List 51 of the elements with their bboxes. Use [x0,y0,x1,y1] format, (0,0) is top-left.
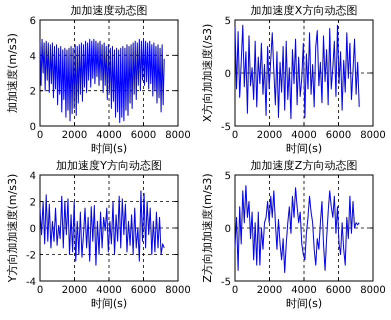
x-tick-label: 6000 [130,285,156,296]
chart-title: 加加速度动态图 [70,4,148,17]
x-axis-title: 时间(s) [286,142,322,155]
x-tick-label: 6000 [326,130,352,141]
x-tick-label: 8000 [165,285,191,296]
y-tick-label: -4 [26,277,36,288]
line-series [40,38,165,123]
x-tick-label: 4000 [291,285,317,296]
x-tick-label: 0 [36,285,44,296]
y-tick-label: -2 [26,250,36,262]
chart-title: 加加速度Z方向动态图 [250,159,358,172]
y-tick-label: 4 [30,171,36,182]
x-tick-label: 8000 [360,130,386,141]
y-tick-label: 0 [30,122,36,133]
x-tick-label: 0 [232,285,238,296]
y-tick-label: 2 [30,198,36,208]
y-tick-label: 5 [224,16,231,27]
x-tick-label: 6000 [130,130,156,141]
y-tick-label: -5 [221,277,231,288]
line-series [40,190,165,266]
x-tick-label: 2000 [62,130,88,141]
x-tick-label: 8000 [360,285,386,296]
x-axis-title: 时间(s) [90,142,128,155]
x-tick-label: 0 [36,130,44,141]
y-tick-label: 0 [224,224,231,235]
y-tick-label: 6 [30,16,36,27]
x-axis-title: 时间(s) [90,297,128,310]
y-axis-title: X方向加加速度(/s3) [201,24,214,122]
y-tick-label: -5 [221,122,231,133]
x-tick-label: 2000 [256,130,282,141]
x-tick-label: 8000 [165,130,191,141]
x-axis-title: 时间(s) [286,297,322,310]
x-tick-label: 6000 [326,285,352,296]
x-tick-label: 4000 [291,130,317,141]
y-tick-label: 4 [30,51,36,62]
chart-title: 加加速度Y方向动态图 [56,159,162,172]
y-axis-title: Z方向加加速度(m/s3) [201,173,214,283]
y-tick-label: 5 [224,171,231,182]
y-axis-title: 加加速度(m/s3) [6,33,19,113]
x-tick-label: 2000 [62,285,88,296]
line-series [234,24,360,120]
x-tick-label: 0 [232,130,238,141]
x-tick-label: 4000 [96,130,122,141]
x-tick-label: 4000 [96,285,122,296]
y-axis-title: Y方向加加速度(m/s3) [6,174,19,284]
x-tick-label: 2000 [256,285,282,296]
y-tick-label: 0 [224,69,231,80]
chart-title: 加加速度X方向动态图 [250,4,358,17]
y-tick-label: 0 [30,224,36,235]
line-series [234,185,360,274]
y-tick-label: 2 [30,86,36,98]
